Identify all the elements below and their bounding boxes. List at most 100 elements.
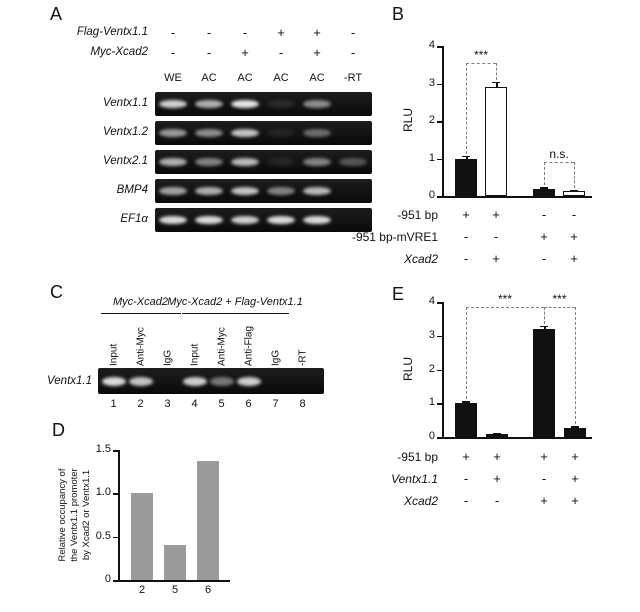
gel-band	[195, 129, 223, 137]
significance-bracket	[466, 62, 467, 154]
condition-row-label: -951 bp-mVRE1	[351, 230, 438, 244]
gel-band	[231, 216, 259, 224]
panel-c-chip-gel: C Myc-Xcad2 Myc-Xcad2 + Flag-Ventx1.1 Inpu…	[0, 280, 392, 418]
error-bar-cap	[493, 432, 501, 435]
error-bar-cap	[571, 426, 579, 428]
gel-band	[236, 377, 261, 386]
y-tick-label: 0.5	[95, 529, 111, 542]
y-axis	[118, 450, 120, 580]
y-tick	[113, 450, 118, 452]
condition-value: +	[571, 493, 579, 508]
significance-bracket	[544, 162, 545, 185]
condition-value: +	[540, 449, 548, 464]
error-bar	[496, 81, 498, 88]
gel-band	[267, 158, 295, 166]
gel-band	[159, 216, 187, 224]
significance-label: ***	[497, 292, 512, 307]
gel-band	[182, 377, 207, 386]
bar	[563, 191, 585, 196]
gel-band	[303, 158, 331, 166]
panel-d-occupancy-chart: D Relative occupancy of the Ventx1.1 pro…	[40, 418, 320, 612]
gel-band	[159, 187, 187, 195]
condition-value: +	[313, 25, 321, 40]
condition-value: -	[463, 493, 469, 508]
y-tick	[437, 121, 442, 123]
condition-value: -	[170, 25, 176, 40]
lane-number: 2	[137, 398, 144, 410]
lane-number: 7	[272, 398, 279, 410]
y-tick	[437, 403, 442, 405]
lane-label: AC	[273, 72, 289, 84]
panel-a-rt-pcr: A Flag-Ventx1.1 - - - + + - Myc-Xcad2 - - + - + - WE AC…	[0, 0, 392, 262]
gel-band	[195, 187, 223, 195]
panel-e-letter: E	[392, 284, 405, 304]
lane-label-vertical: IgG	[270, 349, 281, 366]
lane-label: AC	[237, 72, 253, 84]
group-underline	[100, 313, 181, 315]
condition-value: +	[313, 45, 321, 60]
y-tick	[113, 536, 118, 539]
condition-row-label: -951 bp	[397, 450, 438, 464]
group-label: Myc-Xcad2	[112, 296, 169, 308]
gel-band	[231, 129, 259, 137]
y-tick	[113, 580, 118, 582]
x-tick-label: 2	[138, 584, 146, 596]
group-label: Myc-Xcad2 + Flag-Ventx1.1	[167, 296, 303, 308]
condition-value: -	[170, 45, 176, 60]
gel-row-label: Ventx1.1	[103, 97, 148, 109]
bar	[197, 461, 219, 580]
y-tick-label: 0	[104, 573, 111, 585]
gel-band	[303, 216, 331, 224]
significance-bracket	[544, 307, 575, 309]
error-bar-cap	[462, 401, 470, 403]
panel-b-luciferase-chart: B RLU 0 1 2 3 4 *** n.s. -951 bp + + - - -951 bp-mVR…	[352, 0, 640, 280]
lane-label-vertical: Input	[108, 343, 119, 366]
error-bar-cap	[462, 155, 470, 157]
x-axis	[442, 437, 592, 439]
y-tick	[437, 83, 442, 85]
y-tick-label: 2	[428, 362, 435, 375]
condition-value: -	[350, 25, 356, 40]
significance-label: ***	[473, 47, 488, 62]
error-bar	[544, 325, 546, 329]
significance-bracket	[496, 62, 497, 80]
y-tick-label: 1.5	[95, 443, 111, 455]
condition-value: +	[570, 229, 578, 244]
gel-row-label: Ventx2.1	[103, 155, 148, 167]
y-tick	[437, 46, 442, 48]
panel-e-luciferase-chart: E RLU 0 1 2 3 4 *** *** -951 bp + + + + Ventx1.1 - + - +…	[391, 280, 640, 540]
gel-band	[195, 100, 223, 108]
gel-band	[101, 377, 126, 386]
panel-b-y-axis-label: RLU	[401, 108, 415, 133]
y-tick	[437, 302, 442, 304]
y-tick-label: 1	[428, 396, 435, 409]
panel-e-y-axis-label: RLU	[401, 357, 415, 382]
lane-label-vertical: IgG	[162, 349, 173, 366]
significance-bracket	[466, 307, 544, 309]
bar	[455, 403, 477, 437]
error-bar-cap	[540, 187, 548, 189]
y-tick	[437, 437, 442, 439]
condition-value: -	[494, 493, 500, 508]
lane-label-vertical: Input	[189, 343, 200, 366]
condition-value: +	[540, 493, 548, 508]
condition-value: -	[493, 229, 499, 244]
gel-row-label: BMP4	[116, 184, 148, 196]
condition-value: -	[350, 45, 356, 60]
lane-label: WE	[164, 72, 182, 84]
condition-value: +	[462, 207, 470, 222]
significance-bracket	[544, 307, 545, 324]
y-tick	[437, 158, 442, 160]
gel-image-strip	[155, 121, 372, 145]
condition-value: +	[570, 251, 578, 266]
y-axis	[442, 302, 444, 437]
gel-image-strip	[155, 179, 372, 203]
gel-band	[195, 216, 223, 224]
gel-row-label: Ventx1.1	[47, 375, 92, 387]
lane-label-vertical: -RT	[297, 349, 308, 366]
gel-band	[195, 158, 223, 166]
significance-bracket	[575, 307, 576, 425]
bar	[564, 427, 586, 437]
bar	[131, 493, 153, 580]
gel-band	[128, 377, 153, 386]
